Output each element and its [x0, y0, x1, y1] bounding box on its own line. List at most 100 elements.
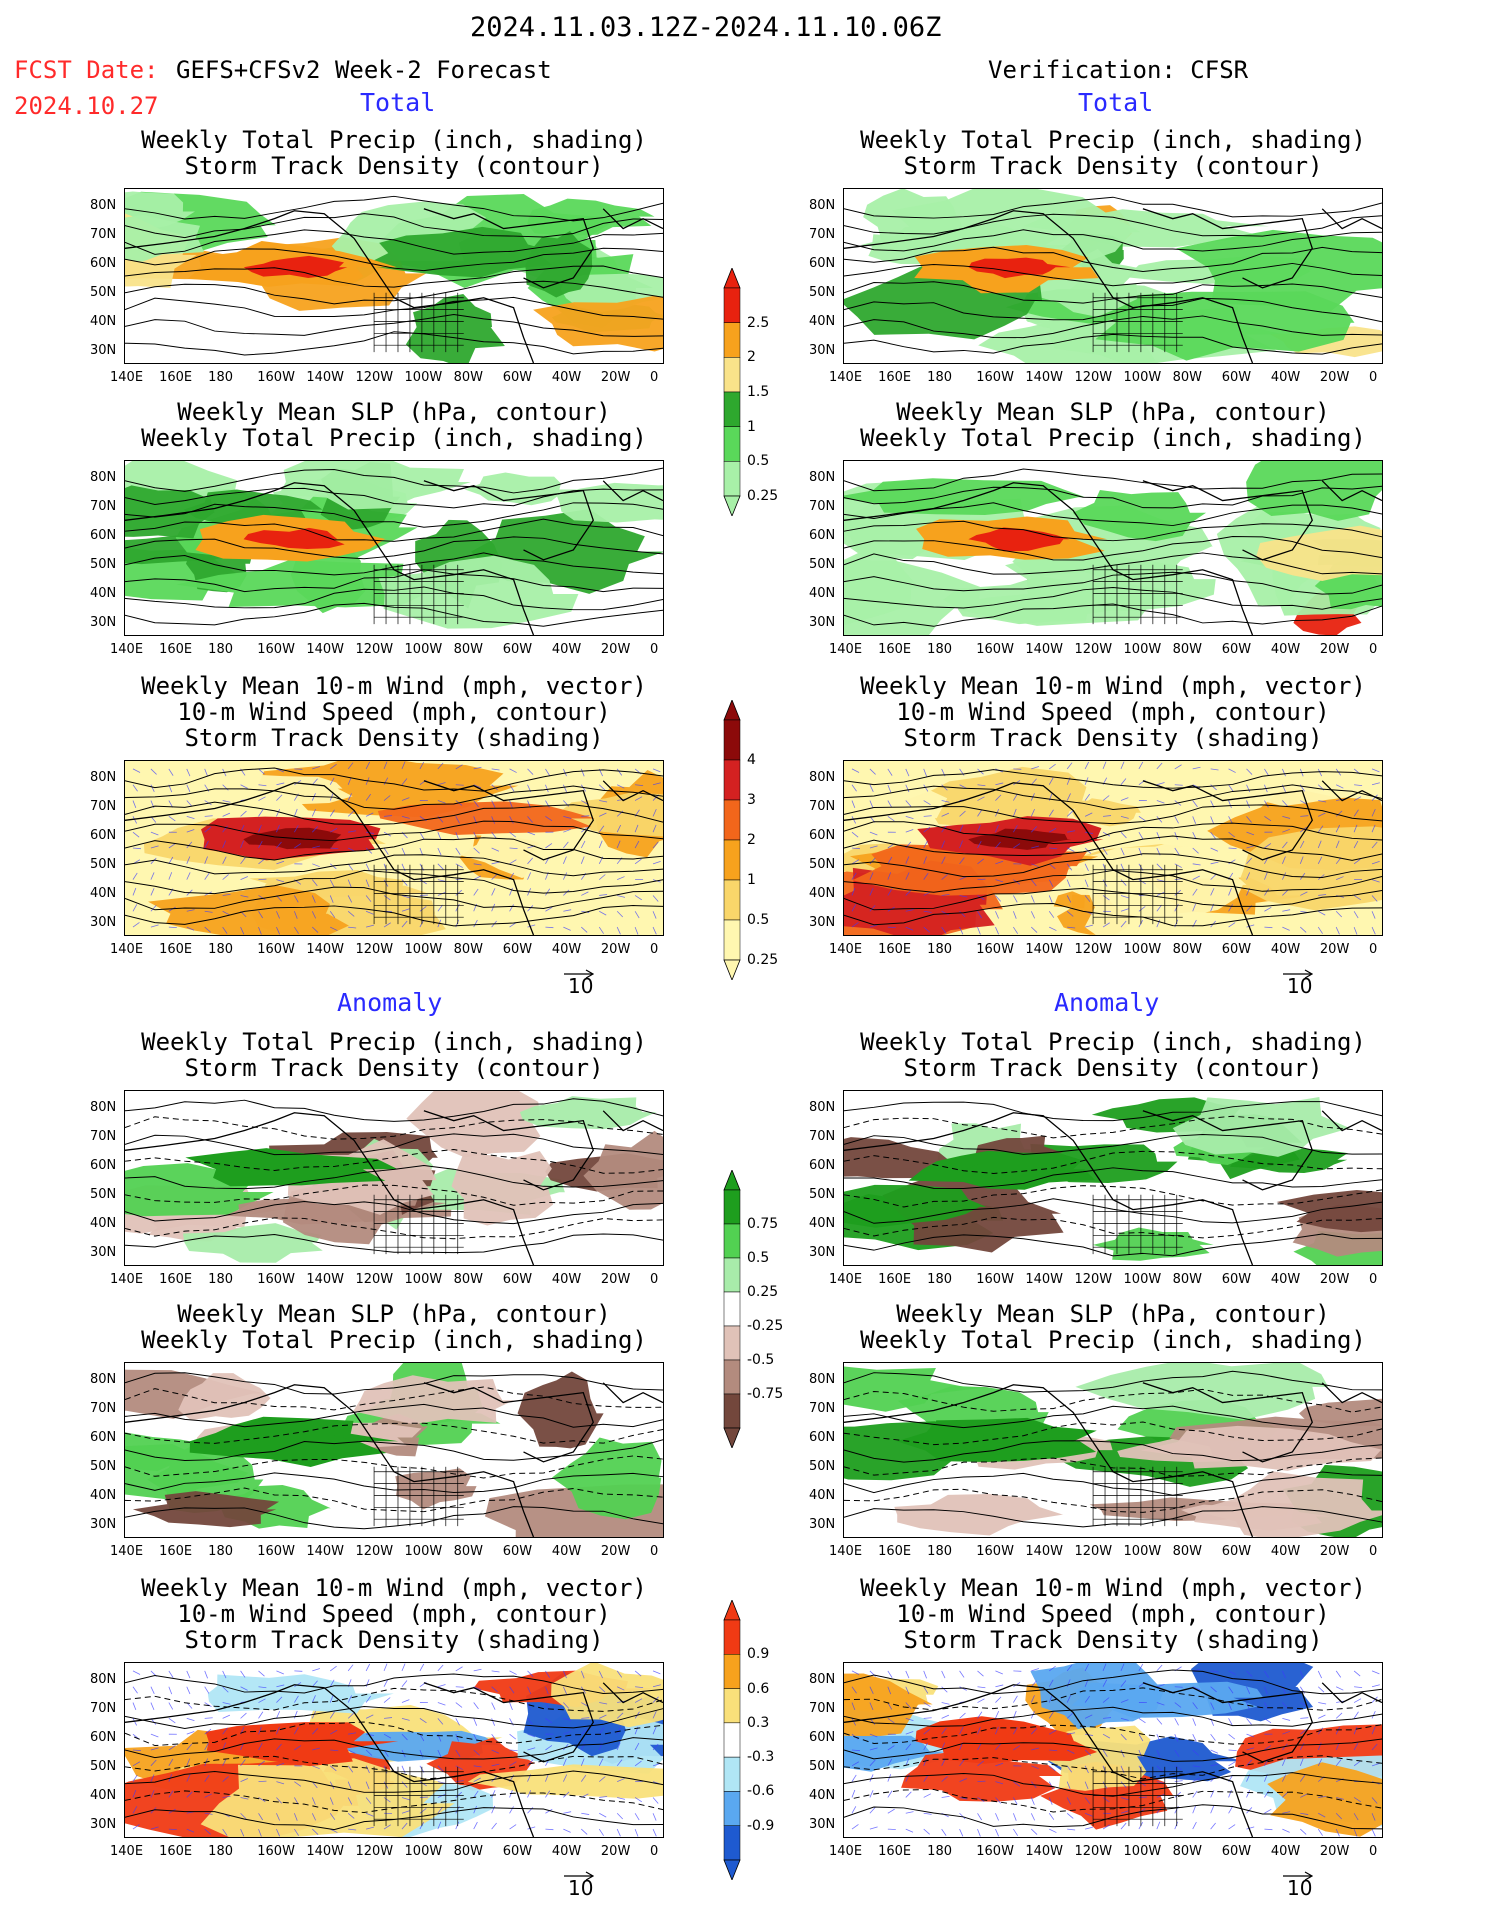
lon-label: 160W — [257, 1544, 295, 1559]
lat-label: 80N — [809, 1100, 836, 1115]
map-panel-wind-verification — [843, 760, 1383, 936]
panel-title: Weekly Mean SLP (hPa, contour) — [177, 1300, 611, 1328]
lon-label: 0 — [1369, 942, 1378, 957]
lon-label: 160E — [878, 370, 912, 385]
lon-label: 60W — [502, 1272, 533, 1287]
lon-label: 140E — [829, 942, 863, 957]
panel-title: 10-m Wind Speed (mph, contour) — [896, 1600, 1330, 1628]
panel-title: Storm Track Density (shading) — [903, 724, 1323, 752]
lat-label: 30N — [809, 615, 836, 630]
lon-label: 140W — [1025, 1544, 1064, 1559]
colorbar-swatch — [723, 919, 741, 961]
colorbar-swatch — [723, 287, 741, 323]
map-field — [125, 461, 663, 635]
lat-label: 70N — [809, 1701, 836, 1716]
lon-label: 100W — [404, 370, 443, 385]
lon-label: 0 — [650, 1544, 659, 1559]
lon-label: 0 — [1369, 1272, 1378, 1287]
lon-label: 160E — [878, 1544, 912, 1559]
lat-label: 80N — [90, 1100, 117, 1115]
colorbar-swatch — [723, 1619, 741, 1655]
lon-label: 60W — [502, 1544, 533, 1559]
colorbar-swatch — [723, 426, 741, 462]
lon-label: 140E — [110, 642, 144, 657]
fcst-label: FCST Date: — [14, 56, 159, 84]
lon-label: 80W — [1172, 1544, 1203, 1559]
lat-label: 40N — [809, 1788, 836, 1803]
map-field — [844, 461, 1382, 635]
colorbar-swatch — [723, 719, 741, 761]
map-panel-wind-forecast — [124, 760, 664, 936]
lat-label: 80N — [90, 198, 117, 213]
lat-label: 60N — [809, 1158, 836, 1173]
vector-reference-label: 10 — [568, 974, 594, 998]
lat-label: 80N — [90, 1372, 117, 1387]
lon-label: 20W — [1319, 1844, 1350, 1859]
colorbar-swatch — [723, 1825, 741, 1861]
lon-label: 60W — [1221, 942, 1252, 957]
colorbar-precip_anom — [722, 1168, 742, 1450]
lon-label: 180 — [208, 642, 233, 657]
lat-label: 30N — [809, 1817, 836, 1832]
colorbar-label: 2 — [747, 832, 756, 848]
lon-label: 40W — [551, 942, 582, 957]
lon-label: 120W — [355, 370, 394, 385]
lat-label: 60N — [809, 1730, 836, 1745]
colorbar-storm_total — [722, 698, 742, 982]
lon-label: 0 — [1369, 370, 1378, 385]
lon-label: 180 — [208, 1272, 233, 1287]
lat-label: 60N — [90, 828, 117, 843]
lat-label: 70N — [90, 1701, 117, 1716]
lon-label: 140E — [110, 1544, 144, 1559]
colorbar-swatch — [723, 879, 741, 921]
panel-title: Weekly Mean SLP (hPa, contour) — [896, 1300, 1330, 1328]
lat-label: 60N — [809, 828, 836, 843]
panel-title: Weekly Total Precip (inch, shading) — [860, 424, 1366, 452]
colorbar-label: -0.5 — [747, 1352, 775, 1368]
lon-label: 40W — [551, 642, 582, 657]
lon-label: 140W — [306, 942, 345, 957]
lon-label: 160W — [976, 1844, 1014, 1859]
lon-label: 0 — [650, 642, 659, 657]
vector-reference-arrow — [564, 964, 595, 979]
panel-title: Storm Track Density (contour) — [184, 1054, 604, 1082]
lat-label: 80N — [809, 770, 836, 785]
lat-label: 40N — [90, 314, 117, 329]
colorbar-swatch — [723, 1756, 741, 1792]
lat-label: 50N — [809, 285, 836, 300]
lat-label: 70N — [90, 1129, 117, 1144]
lat-label: 80N — [90, 470, 117, 485]
lon-label: 140W — [306, 1844, 345, 1859]
map-panel-slpA-verification — [843, 1362, 1383, 1538]
lat-label: 60N — [809, 528, 836, 543]
lon-label: 160E — [878, 1272, 912, 1287]
lon-label: 100W — [1123, 1844, 1162, 1859]
lon-label: 120W — [355, 942, 394, 957]
lon-label: 100W — [1123, 642, 1162, 657]
lon-label: 80W — [453, 642, 484, 657]
lon-label: 160W — [976, 1544, 1014, 1559]
lat-label: 50N — [90, 857, 117, 872]
panel-title: Storm Track Density (contour) — [903, 1054, 1323, 1082]
lon-label: 100W — [404, 642, 443, 657]
lon-label: 20W — [600, 642, 631, 657]
lon-label: 40W — [551, 1544, 582, 1559]
lon-label: 160W — [257, 1272, 295, 1287]
lat-label: 70N — [809, 1129, 836, 1144]
lon-label: 100W — [1123, 370, 1162, 385]
panel-title: Weekly Mean 10-m Wind (mph, vector) — [141, 672, 647, 700]
panel-title: Weekly Total Precip (inch, shading) — [860, 126, 1366, 154]
lon-label: 60W — [1221, 1544, 1252, 1559]
lat-label: 80N — [809, 1672, 836, 1687]
colorbar-label: -0.6 — [747, 1783, 775, 1800]
colorbar-label: 0.5 — [747, 1250, 770, 1266]
panel-title: Storm Track Density (shading) — [184, 724, 604, 752]
map-field — [844, 761, 1382, 935]
panel-title: Weekly Mean 10-m Wind (mph, vector) — [141, 1574, 647, 1602]
colorbar-precip_total-svg — [723, 266, 741, 518]
lon-label: 0 — [650, 942, 659, 957]
lat-label: 40N — [90, 1216, 117, 1231]
lon-label: 80W — [453, 1272, 484, 1287]
lon-label: 160E — [159, 1844, 193, 1859]
lon-label: 0 — [1369, 1844, 1378, 1859]
